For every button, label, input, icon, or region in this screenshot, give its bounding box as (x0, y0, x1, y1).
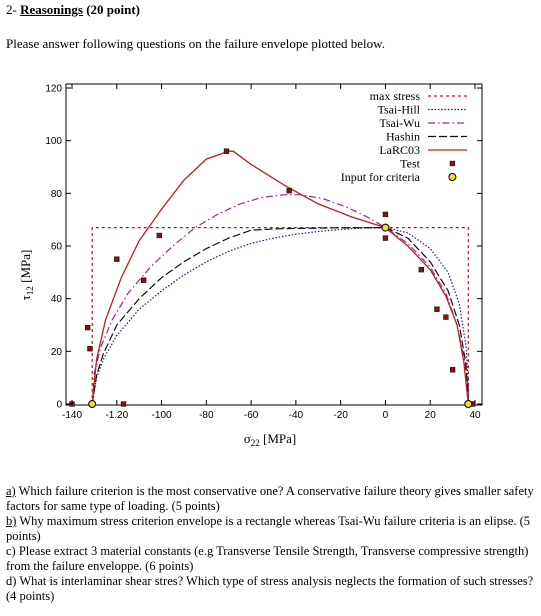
question-b: b) Why maximum stress criterion envelope… (6, 514, 538, 544)
x-tick-label: -40 (289, 410, 304, 421)
question-a: a) Which failure criterion is the most c… (6, 484, 538, 514)
test-point (85, 325, 90, 330)
section-number: 2- (6, 2, 17, 17)
y-tick-label: 100 (45, 136, 62, 147)
legend-label-hashin: Hashin (386, 130, 420, 144)
test-point (435, 307, 440, 312)
input-point (382, 224, 389, 231)
input-point (89, 401, 96, 408)
test-point (114, 257, 119, 262)
test-point (121, 402, 126, 407)
x-tick-label: -20 (333, 410, 348, 421)
question-label: d) (6, 574, 16, 588)
y-axis-label: τ12 [MPa] (18, 250, 35, 301)
section-title: Reasonings (20, 2, 83, 17)
x-tick-label: 20 (425, 410, 437, 421)
y-tick-label: 40 (51, 294, 63, 305)
y-tick-label: 80 (51, 189, 63, 200)
series-tsai-wu (92, 195, 468, 404)
legend-swatch-test (450, 161, 455, 166)
test-point (287, 188, 292, 193)
x-tick-label: -80 (199, 410, 214, 421)
y-tick-label: 120 (45, 84, 62, 95)
test-point (141, 278, 146, 283)
y-tick-label: 60 (51, 242, 63, 253)
legend-label-tsai-hill: Tsai-Hill (378, 103, 421, 117)
question-text: What is interlaminar shear stres? Which … (6, 574, 533, 603)
question-label: b) (6, 514, 16, 528)
series-larc03 (92, 151, 468, 404)
legend-label-input-for-criteria: Input for criteria (341, 170, 421, 184)
series-max-stress (92, 228, 468, 404)
test-point (224, 149, 229, 154)
y-tick-label: 0 (56, 400, 62, 411)
section-heading: 2- Reasonings (20 point) (6, 2, 140, 18)
input-point (465, 401, 472, 408)
questions-list: a) Which failure criterion is the most c… (6, 484, 538, 604)
test-point (157, 233, 162, 238)
x-tick-label: 40 (469, 410, 481, 421)
question-text: Which failure criterion is the most cons… (6, 484, 534, 513)
x-tick-label: 0 (383, 410, 389, 421)
intro-text: Please answer following questions on the… (6, 36, 385, 52)
test-point (383, 212, 388, 217)
x-tick-label: -140 (62, 410, 82, 421)
legend-swatch-input (449, 174, 456, 181)
test-point (383, 236, 388, 241)
test-point (450, 367, 455, 372)
failure-envelope-chart: -140 -1.20 -100 -80 -60 -40 -20 0 20 40 0 20 40 60 80 1… (0, 60, 541, 460)
x-tick-label: -1.20 (105, 410, 128, 421)
legend-label-max-stress: max stress (370, 89, 421, 103)
series-hashin (92, 228, 468, 404)
legend-label-tsai-wu: Tsai-Wu (379, 116, 420, 130)
question-d: d) What is interlaminar shear stres? Whi… (6, 574, 538, 604)
question-text: Why maximum stress criterion envelope is… (6, 514, 530, 543)
series-tsai-hill (92, 228, 468, 404)
test-point (419, 267, 424, 272)
marker-layer (70, 149, 476, 408)
question-label: a) (6, 484, 16, 498)
legend-label-test: Test (400, 157, 420, 171)
question-text: Please extract 3 material constants (e.g… (6, 544, 528, 573)
y-tick-label: 20 (51, 347, 63, 358)
question-c: c) Please extract 3 material constants (… (6, 544, 538, 574)
legend: max stressTsai-HillTsai-WuHashinLaRC03Te… (341, 89, 467, 184)
test-point (443, 315, 448, 320)
x-tick-label: -100 (152, 410, 172, 421)
test-point (88, 346, 93, 351)
x-axis-label: σ22 [MPa] (244, 431, 296, 448)
question-label: c) (6, 544, 16, 558)
legend-label-larc03: LaRC03 (379, 143, 420, 157)
series-layer (92, 151, 468, 404)
x-tick-label: -60 (244, 410, 259, 421)
section-points: (20 point) (86, 2, 140, 17)
